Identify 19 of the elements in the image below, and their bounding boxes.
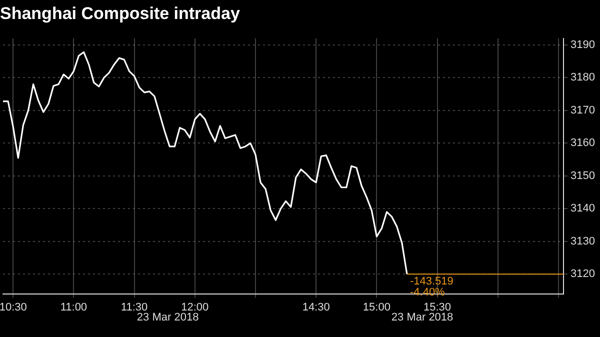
chart-title: Shanghai Composite intraday	[0, 4, 240, 23]
y-tick-label: 3150	[570, 170, 596, 182]
text: 23 Mar 2018	[136, 311, 199, 324]
y-tick-label: 3170	[570, 104, 596, 116]
x-tick-label: 11:00	[60, 301, 88, 314]
y-tick-label: 3130	[570, 235, 596, 248]
annotation: -143.519	[410, 276, 454, 288]
x-tick-label: 10:30	[0, 301, 27, 314]
x-tick-label: 12:00	[181, 301, 209, 314]
y-tick-label: 3160	[570, 137, 596, 150]
y-tick-label: 3120	[570, 268, 596, 280]
x-tick-label: 14:30	[302, 301, 330, 314]
text: 23 Mar 2018	[391, 311, 454, 324]
x-tick-label: 15:00	[362, 301, 390, 314]
x-tick-label: 11:30	[120, 301, 148, 314]
x-tick-label: 15:30	[424, 301, 452, 314]
y-tick-label: 3180	[570, 72, 596, 84]
y-tick-label: 3140	[570, 202, 596, 215]
y-tick-label: 3190	[570, 38, 596, 51]
